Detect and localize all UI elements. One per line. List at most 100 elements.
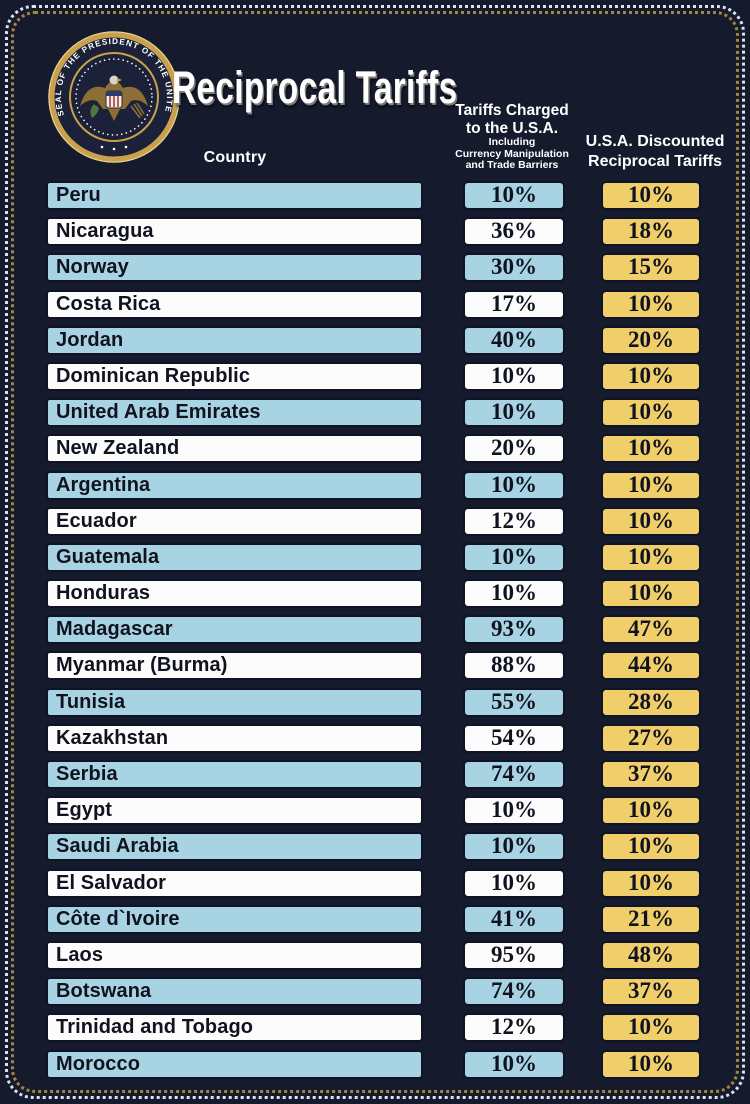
table-row: Ecuador 12% 10% xyxy=(0,506,750,536)
country-cell: Dominican Republic xyxy=(46,361,423,391)
discounted-cell: 37% xyxy=(601,977,701,1007)
charged-cell: 12% xyxy=(463,1013,565,1043)
charged-cell: 10% xyxy=(463,542,565,572)
discounted-cell: 10% xyxy=(601,579,701,609)
discounted-header-line1: U.S.A. Discounted xyxy=(585,133,725,150)
charged-cell: 55% xyxy=(463,687,565,717)
country-cell: Côte d`Ivoire xyxy=(46,904,423,934)
charged-cell: 10% xyxy=(463,181,565,210)
charged-cell: 12% xyxy=(463,506,565,536)
charged-cell: 17% xyxy=(463,289,565,319)
table-row: Laos 95% 48% xyxy=(0,940,750,970)
table-row: Morocco 10% 10% xyxy=(0,1049,750,1079)
table-row: Costa Rica 17% 10% xyxy=(0,289,750,319)
charged-header-sub1: Including xyxy=(488,136,536,148)
discounted-cell: 48% xyxy=(601,940,701,970)
discounted-cell: 10% xyxy=(601,289,701,319)
table-row: Peru 10% 10% xyxy=(0,181,750,210)
discounted-cell: 10% xyxy=(601,868,701,898)
discounted-cell: 18% xyxy=(601,217,701,247)
country-cell: Tunisia xyxy=(46,687,423,717)
table-row: Jordan 40% 20% xyxy=(0,325,750,355)
charged-cell: 10% xyxy=(463,361,565,391)
tariff-table: Peru 10% 10% Nicaragua 36% 18% Norway 30… xyxy=(0,181,750,1086)
charged-cell: 40% xyxy=(463,325,565,355)
country-cell: Botswana xyxy=(46,977,423,1007)
discounted-cell: 47% xyxy=(601,615,701,645)
country-cell: Guatemala xyxy=(46,542,423,572)
table-row: Argentina 10% 10% xyxy=(0,470,750,500)
discounted-cell: 10% xyxy=(601,1049,701,1079)
charged-cell: 54% xyxy=(463,723,565,753)
country-cell: Peru xyxy=(46,181,423,210)
table-row: Trinidad and Tobago 12% 10% xyxy=(0,1013,750,1043)
discounted-cell: 20% xyxy=(601,325,701,355)
charged-cell: 20% xyxy=(463,434,565,464)
charged-cell: 10% xyxy=(463,398,565,428)
table-row: Guatemala 10% 10% xyxy=(0,542,750,572)
country-cell: Jordan xyxy=(46,325,423,355)
country-cell: Egypt xyxy=(46,796,423,826)
country-cell: Kazakhstan xyxy=(46,723,423,753)
country-cell: Costa Rica xyxy=(46,289,423,319)
table-row: United Arab Emirates 10% 10% xyxy=(0,398,750,428)
country-cell: Morocco xyxy=(46,1049,423,1079)
discounted-header-line2: Reciprocal Tariffs xyxy=(588,152,722,170)
discounted-cell: 28% xyxy=(601,687,701,717)
discounted-cell: 44% xyxy=(601,651,701,681)
charged-cell: 10% xyxy=(463,868,565,898)
table-row: Egypt 10% 10% xyxy=(0,796,750,826)
country-cell: New Zealand xyxy=(46,434,423,464)
country-cell: Nicaragua xyxy=(46,217,423,247)
table-row: Madagascar 93% 47% xyxy=(0,615,750,645)
table-row: Norway 30% 15% xyxy=(0,253,750,283)
discounted-cell: 10% xyxy=(601,796,701,826)
country-cell: United Arab Emirates xyxy=(46,398,423,428)
country-cell: Madagascar xyxy=(46,615,423,645)
discounted-cell: 37% xyxy=(601,760,701,789)
table-row: Serbia 74% 37% xyxy=(0,760,750,789)
country-cell: Ecuador xyxy=(46,506,423,536)
discounted-cell: 10% xyxy=(601,470,701,500)
table-row: Honduras 10% 10% xyxy=(0,579,750,609)
discounted-cell: 10% xyxy=(601,1013,701,1043)
discounted-cell: 27% xyxy=(601,723,701,753)
discounted-cell: 10% xyxy=(601,434,701,464)
country-cell: Laos xyxy=(46,940,423,970)
charged-cell: 10% xyxy=(463,832,565,862)
discounted-cell: 10% xyxy=(601,832,701,862)
country-cell: Honduras xyxy=(46,579,423,609)
charged-cell: 10% xyxy=(463,470,565,500)
charged-cell: 30% xyxy=(463,253,565,283)
discounted-cell: 15% xyxy=(601,253,701,283)
charged-cell: 10% xyxy=(463,796,565,826)
table-row: Nicaragua 36% 18% xyxy=(0,217,750,247)
country-cell: Trinidad and Tobago xyxy=(46,1013,423,1043)
table-row: Côte d`Ivoire 41% 21% xyxy=(0,904,750,934)
discounted-cell: 10% xyxy=(601,506,701,536)
table-row: Dominican Republic 10% 10% xyxy=(0,361,750,391)
charged-column-header: Tariffs Charged to the U.S.A. Including … xyxy=(426,102,598,172)
discounted-cell: 10% xyxy=(601,398,701,428)
country-cell: Myanmar (Burma) xyxy=(46,651,423,681)
charged-cell: 95% xyxy=(463,940,565,970)
country-cell: Norway xyxy=(46,253,423,283)
presidential-seal-icon: SEAL OF THE PRESIDENT OF THE UNITED STAT… xyxy=(47,30,180,163)
country-column-header: Country xyxy=(203,149,267,166)
table-row: Botswana 74% 37% xyxy=(0,977,750,1007)
charged-cell: 10% xyxy=(463,579,565,609)
charged-header-sub2: Currency Manipulation xyxy=(455,147,569,160)
country-cell: Serbia xyxy=(46,760,423,789)
table-row: Saudi Arabia 10% 10% xyxy=(0,832,750,862)
charged-cell: 41% xyxy=(463,904,565,934)
page-title: Reciprocal Tariffs xyxy=(172,62,458,113)
seal-eagle xyxy=(80,75,148,121)
table-row: Tunisia 55% 28% xyxy=(0,687,750,717)
charged-header-line2: to the U.S.A. xyxy=(465,119,559,137)
charged-cell: 10% xyxy=(463,1049,565,1079)
discounted-cell: 10% xyxy=(601,181,701,210)
charged-cell: 93% xyxy=(463,615,565,645)
country-cell: Saudi Arabia xyxy=(46,832,423,862)
charged-header-sub3: and Trade Barriers xyxy=(465,159,559,171)
